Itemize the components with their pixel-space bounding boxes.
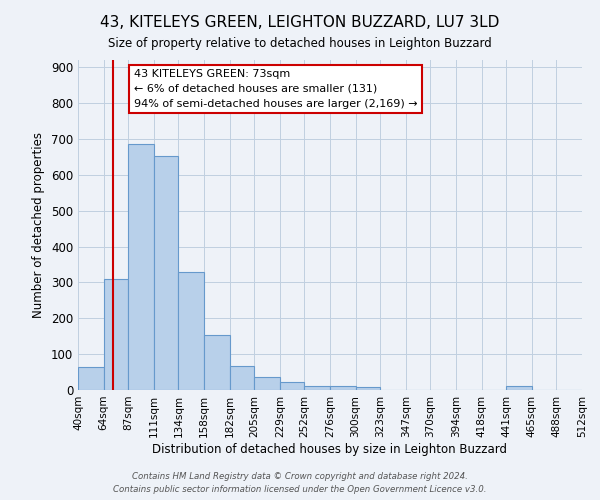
Text: Contains HM Land Registry data © Crown copyright and database right 2024.
Contai: Contains HM Land Registry data © Crown c…: [113, 472, 487, 494]
X-axis label: Distribution of detached houses by size in Leighton Buzzard: Distribution of detached houses by size …: [152, 442, 508, 456]
Bar: [356, 387, 380, 390]
Text: 43, KITELEYS GREEN, LEIGHTON BUZZARD, LU7 3LD: 43, KITELEYS GREEN, LEIGHTON BUZZARD, LU…: [100, 15, 500, 30]
Bar: [204, 336, 230, 390]
Bar: [304, 386, 330, 390]
Bar: [128, 144, 154, 390]
Text: 43 KITELEYS GREEN: 73sqm
← 6% of detached houses are smaller (131)
94% of semi-d: 43 KITELEYS GREEN: 73sqm ← 6% of detache…: [134, 69, 417, 108]
Y-axis label: Number of detached properties: Number of detached properties: [32, 132, 46, 318]
Bar: [280, 382, 304, 390]
Bar: [78, 366, 104, 390]
Bar: [154, 156, 178, 390]
Bar: [178, 272, 204, 390]
Bar: [330, 386, 356, 390]
Bar: [254, 377, 280, 390]
Text: Size of property relative to detached houses in Leighton Buzzard: Size of property relative to detached ho…: [108, 38, 492, 51]
Bar: [506, 386, 532, 390]
Bar: [230, 366, 254, 390]
Bar: [104, 279, 128, 390]
